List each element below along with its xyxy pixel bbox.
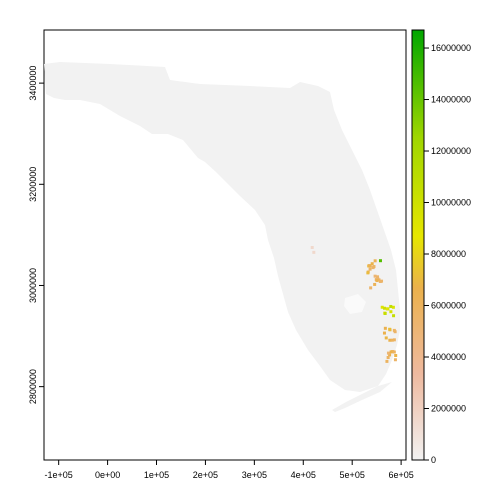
raster-map bbox=[44, 62, 400, 412]
x-tick-label: 2e+05 bbox=[193, 470, 218, 480]
hotspot-cell bbox=[369, 286, 373, 290]
legend-tick-label: 6000000 bbox=[431, 301, 466, 311]
legend-tick-label: 4000000 bbox=[431, 352, 466, 362]
hotspot-cell bbox=[382, 331, 386, 335]
hotspot-cells bbox=[310, 246, 398, 363]
hotspot-cell bbox=[385, 307, 389, 311]
hotspot-cell bbox=[392, 328, 396, 332]
legend-tick-label: 2000000 bbox=[431, 404, 466, 414]
hotspot-cell bbox=[373, 282, 377, 286]
hotspot-cell bbox=[373, 259, 377, 263]
hotspot-cell bbox=[392, 350, 396, 354]
x-tick-label: 3e+05 bbox=[242, 470, 267, 480]
legend-tick-label: 14000000 bbox=[431, 95, 471, 105]
y-tick-label: 2800000 bbox=[28, 369, 38, 404]
x-tick-label: 6e+05 bbox=[388, 470, 413, 480]
hotspot-cell bbox=[378, 280, 382, 284]
legend-tick-label: 12000000 bbox=[431, 146, 471, 156]
florida-raster-area bbox=[44, 62, 400, 392]
hotspot-cell bbox=[366, 271, 370, 275]
hotspot-cell bbox=[377, 278, 381, 282]
hotspot-cell bbox=[391, 350, 395, 354]
hotspot-cell bbox=[390, 338, 394, 342]
hotspot-cell bbox=[391, 305, 395, 309]
plot-frame bbox=[43, 29, 407, 461]
hotspot-cell bbox=[370, 262, 374, 266]
hotspot-cell bbox=[394, 354, 398, 358]
y-axis: 2800000 3000000 3200000 3400000 bbox=[28, 66, 44, 404]
x-tick-label: 0e+00 bbox=[95, 470, 120, 480]
hotspot-cell bbox=[389, 304, 393, 308]
legend-tick-label: 0 bbox=[431, 455, 436, 465]
hotspot-cell bbox=[388, 338, 392, 342]
x-tick-label: 4e+05 bbox=[291, 470, 316, 480]
legend-tick-label: 16000000 bbox=[431, 43, 471, 53]
legend-ticks: 0 2000000 4000000 6000000 8000000 10000000 120… bbox=[424, 43, 471, 465]
hotspot-cell bbox=[372, 265, 376, 269]
hotspot-cell bbox=[388, 353, 392, 357]
legend-colorbar: 0 2000000 4000000 6000000 8000000 10000000 120… bbox=[411, 29, 471, 465]
x-tick-label: -1e+05 bbox=[45, 470, 73, 480]
hotspot-cell bbox=[386, 351, 390, 355]
hotspot-cell bbox=[383, 306, 387, 310]
hotspot-cell bbox=[376, 275, 380, 279]
hotspot-cell bbox=[389, 310, 393, 314]
hotspot-cell bbox=[392, 338, 396, 342]
legend-tick-label: 10000000 bbox=[431, 198, 471, 208]
y-tick-label: 3400000 bbox=[28, 66, 38, 101]
hotspot-cell bbox=[383, 311, 387, 315]
legend-color-bar bbox=[411, 29, 425, 461]
lake-area bbox=[344, 294, 366, 314]
hotspot-cell bbox=[385, 359, 389, 363]
hotspot-cell bbox=[383, 326, 387, 330]
hotspot-cell bbox=[389, 350, 393, 354]
y-tick-label: 3000000 bbox=[28, 268, 38, 303]
hotspot-cell bbox=[380, 305, 384, 309]
hotspot-cell bbox=[375, 279, 379, 283]
hotspot-cell bbox=[388, 328, 392, 332]
keys-raster-area bbox=[332, 382, 392, 412]
hotspot-cell bbox=[393, 358, 397, 362]
hotspot-cell bbox=[368, 267, 372, 271]
hotspot-cell bbox=[368, 264, 372, 268]
hotspot-cell bbox=[312, 250, 316, 254]
x-axis: -1e+05 0e+00 1e+05 2e+05 3e+05 4e+05 5e+05 6e+0… bbox=[45, 460, 414, 480]
hotspot-cell bbox=[378, 259, 382, 263]
hotspot-cell bbox=[310, 246, 314, 250]
hotspot-cell bbox=[386, 355, 390, 359]
x-tick-label: 5e+05 bbox=[340, 470, 365, 480]
hotspot-cell bbox=[373, 274, 377, 278]
hotspot-cell bbox=[384, 336, 388, 340]
legend-tick-label: 8000000 bbox=[431, 249, 466, 259]
y-tick-label: 3200000 bbox=[28, 167, 38, 202]
hotspot-cell bbox=[392, 314, 396, 318]
x-tick-label: 1e+05 bbox=[144, 470, 169, 480]
